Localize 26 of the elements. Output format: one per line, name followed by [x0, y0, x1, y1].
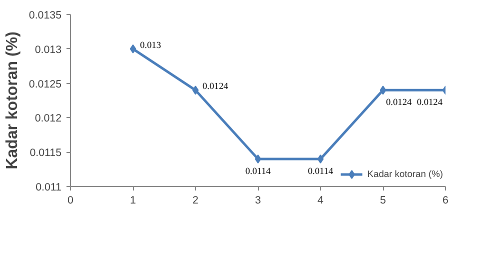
data-label: 0.0124 — [416, 98, 443, 108]
point — [130, 44, 136, 54]
x-tick-label: 3 — [255, 194, 262, 206]
point — [380, 86, 386, 95]
x-tick-label: 1 — [130, 194, 136, 206]
y-tick-label: 0.011 — [36, 182, 62, 194]
x-tick-label: 5 — [380, 194, 386, 206]
y-tick-label: 0.013 — [34, 44, 62, 56]
y-tick-label: 0.0125 — [28, 78, 62, 90]
y-tick-label: 0.0135 — [28, 10, 62, 22]
x-tick-label: 0 — [68, 194, 74, 206]
x-tick-label: 6 — [442, 194, 449, 206]
y-axis-title: Kadar kotoran (%) — [4, 32, 21, 170]
data-label: 0.013 — [140, 40, 162, 51]
data-label: 0.0114 — [308, 166, 334, 177]
y-tick-label: 0.0115 — [30, 147, 62, 160]
point — [192, 86, 199, 95]
x-tick-label: 2 — [192, 194, 199, 206]
y-tick-label: 0.012 — [34, 112, 62, 125]
x-tick-label: 4 — [318, 194, 324, 206]
data-label: 0.0114 — [245, 166, 271, 177]
data-label: 0.0124 — [202, 82, 228, 92]
point — [254, 154, 262, 164]
legend-label: Kadar kotoran (%) — [367, 169, 443, 179]
data-label: 0.0124 — [386, 98, 412, 108]
point — [317, 154, 324, 164]
